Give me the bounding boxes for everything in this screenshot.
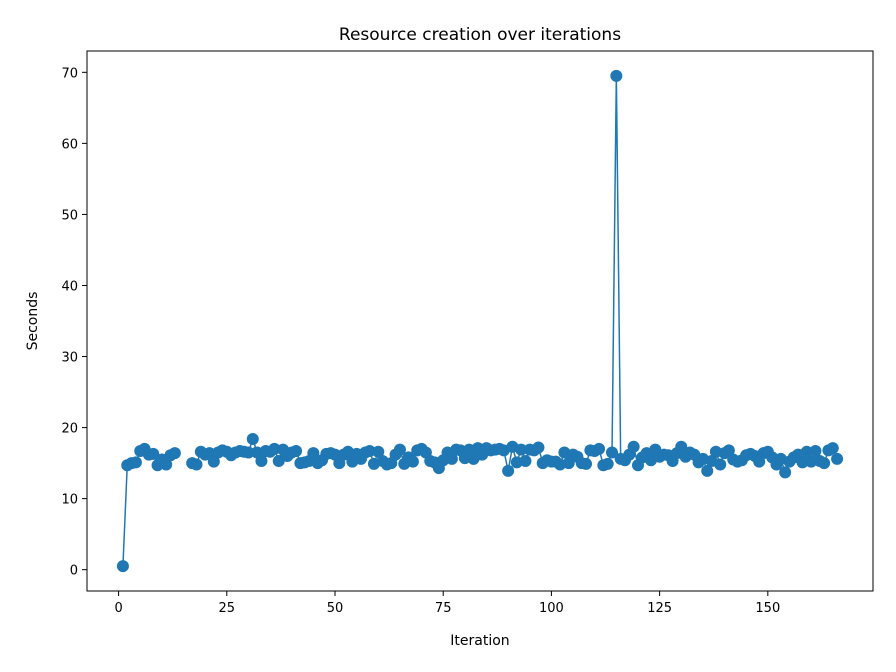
data-point xyxy=(168,447,181,460)
data-point xyxy=(190,458,203,471)
data-point xyxy=(809,445,822,458)
x-tick-label: 25 xyxy=(219,601,236,616)
data-point xyxy=(515,443,528,456)
data-point xyxy=(242,446,255,459)
y-tick-label: 50 xyxy=(61,208,78,223)
data-point xyxy=(610,69,623,82)
data-point xyxy=(779,466,792,479)
data-point xyxy=(290,445,303,458)
data-point xyxy=(255,454,268,467)
data-point xyxy=(714,458,727,471)
data-point xyxy=(147,447,160,460)
plot-frame xyxy=(86,50,874,592)
data-point xyxy=(831,452,844,465)
x-tick-label: 100 xyxy=(539,601,564,616)
y-tick-label: 40 xyxy=(61,279,78,294)
x-tick-label: 75 xyxy=(435,601,452,616)
data-point xyxy=(627,440,640,453)
x-tick-label: 50 xyxy=(327,601,344,616)
y-tick-label: 60 xyxy=(61,137,78,152)
data-point xyxy=(796,456,809,469)
data-point xyxy=(800,445,813,458)
data-point xyxy=(363,445,376,458)
data-point xyxy=(826,442,839,455)
data-point xyxy=(532,441,545,454)
plot-area xyxy=(116,69,844,573)
x-tick-label: 0 xyxy=(114,601,122,616)
data-point xyxy=(116,560,129,573)
data-point xyxy=(593,442,606,455)
y-axis: 0 10 20 30 40 50 60 70 xyxy=(61,66,87,579)
y-axis-label: Seconds xyxy=(25,292,41,351)
y-tick-label: 0 xyxy=(70,564,78,579)
y-tick-label: 10 xyxy=(61,493,78,508)
data-point xyxy=(701,464,714,477)
data-point xyxy=(246,432,259,445)
x-tick-label: 150 xyxy=(755,601,780,616)
data-point xyxy=(722,444,735,457)
data-point xyxy=(675,440,688,453)
y-tick-label: 20 xyxy=(61,422,78,437)
data-point xyxy=(601,457,614,470)
y-tick-label: 30 xyxy=(61,351,78,366)
data-point xyxy=(502,464,515,477)
x-axis-label: Iteration xyxy=(450,633,509,649)
data-point xyxy=(445,452,458,465)
data-point xyxy=(818,457,831,470)
data-point xyxy=(129,456,142,469)
data-point xyxy=(268,442,281,455)
data-point xyxy=(580,457,593,470)
chart-title: Resource creation over iterations xyxy=(339,25,621,45)
data-point xyxy=(519,454,532,467)
data-point xyxy=(207,455,220,468)
x-axis: 0 25 50 75 100 125 150 xyxy=(114,591,780,616)
data-point xyxy=(307,447,320,460)
data-point xyxy=(372,445,385,458)
data-point xyxy=(805,455,818,468)
data-point xyxy=(406,455,419,468)
data-point xyxy=(160,458,173,471)
x-tick-label: 125 xyxy=(647,601,672,616)
y-tick-label: 70 xyxy=(61,66,78,81)
data-point xyxy=(606,446,619,459)
data-point xyxy=(393,443,406,456)
